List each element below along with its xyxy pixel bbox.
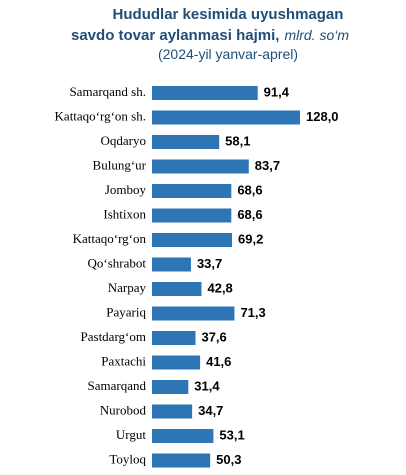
bar bbox=[152, 429, 214, 443]
value-label: 31,4 bbox=[194, 378, 220, 393]
value-label: 91,4 bbox=[264, 84, 290, 99]
value-label: 68,6 bbox=[237, 182, 262, 197]
chart-title-line: savdo tovar aylanmasi hajmi, mlrd. so‘m bbox=[71, 27, 349, 44]
chart-subtitle: (2024-yil yanvar-aprel) bbox=[158, 46, 298, 62]
bar bbox=[152, 233, 233, 247]
bar bbox=[152, 86, 258, 100]
chart-title: savdo tovar aylanmasi hajmi, bbox=[71, 27, 279, 44]
bar bbox=[152, 135, 220, 149]
bar bbox=[152, 404, 193, 419]
value-label: 34,7 bbox=[198, 403, 223, 418]
bar bbox=[152, 257, 191, 272]
category-label: Narpay bbox=[108, 280, 147, 295]
category-label: Qo‘shrabot bbox=[88, 255, 147, 270]
value-label: 68,6 bbox=[237, 207, 262, 222]
category-label: Bulung‘ur bbox=[93, 157, 147, 172]
value-label: 71,3 bbox=[240, 305, 265, 320]
category-label: Kattaqo‘rg‘on bbox=[73, 231, 147, 246]
bar bbox=[152, 282, 202, 296]
unit: mlrd. so‘m bbox=[284, 27, 349, 43]
category-label: Payariq bbox=[106, 304, 146, 319]
value-label: 58,1 bbox=[225, 133, 250, 148]
value-label: 50,3 bbox=[216, 452, 241, 467]
bar bbox=[152, 453, 211, 468]
category-label: Paxtachi bbox=[101, 353, 146, 368]
category-label: Samarqand sh. bbox=[69, 84, 146, 99]
bar bbox=[152, 331, 196, 345]
category-label: Ishtixon bbox=[103, 206, 146, 221]
value-label: 42,8 bbox=[207, 280, 232, 295]
category-label: Urgut bbox=[116, 427, 146, 442]
value-label: 33,7 bbox=[197, 256, 222, 271]
value-label: 83,7 bbox=[255, 158, 280, 173]
category-label: Jomboy bbox=[105, 182, 147, 197]
category-label: Toyloq bbox=[109, 451, 146, 466]
bar bbox=[152, 110, 300, 125]
bar bbox=[152, 208, 232, 223]
value-label: 128,0 bbox=[306, 109, 339, 124]
category-label: Pastdarg‘om bbox=[81, 329, 146, 344]
category-label: Kattaqo‘rg‘on sh. bbox=[55, 108, 146, 123]
bar bbox=[152, 306, 235, 321]
value-label: 37,6 bbox=[201, 329, 226, 344]
bar bbox=[152, 355, 201, 370]
value-label: 53,1 bbox=[219, 427, 244, 442]
chart-title: Hududlar kesimida uyushmagan bbox=[113, 6, 344, 23]
bar bbox=[152, 184, 232, 198]
bar bbox=[152, 380, 189, 394]
value-label: 41,6 bbox=[206, 354, 231, 369]
category-label: Samarqand bbox=[88, 378, 147, 393]
bar bbox=[152, 159, 249, 174]
category-label: Oqdaryo bbox=[101, 133, 147, 148]
category-label: Nurobod bbox=[100, 402, 147, 417]
value-label: 69,2 bbox=[238, 231, 263, 246]
